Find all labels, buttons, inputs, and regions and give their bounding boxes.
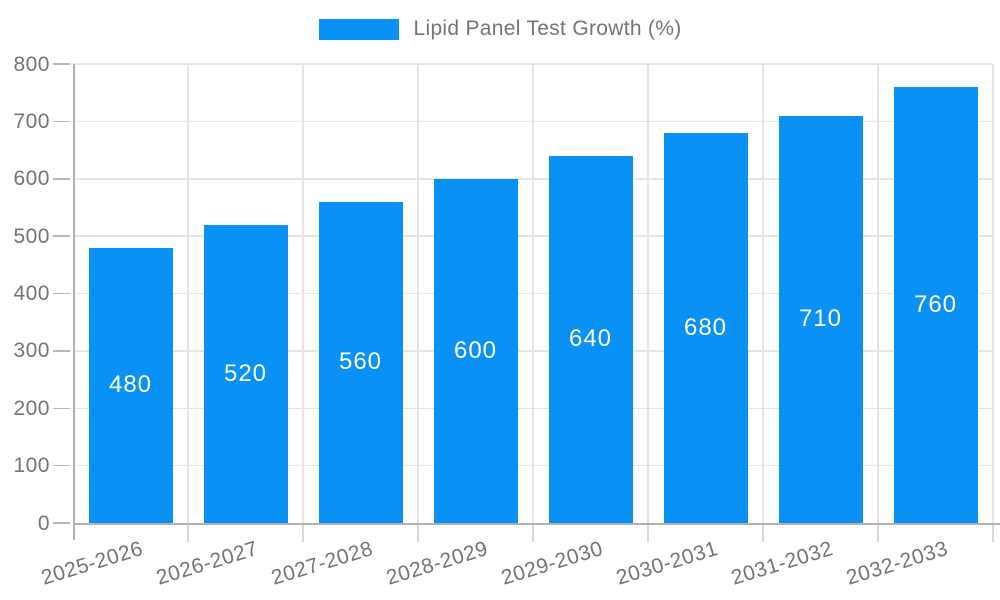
y-axis-tick <box>53 522 70 524</box>
bar-value-label: 710 <box>798 305 843 333</box>
y-axis-tick <box>53 464 70 467</box>
x-gridline <box>417 64 419 523</box>
x-gridline <box>532 64 534 523</box>
bar[interactable]: 760 <box>893 86 978 523</box>
y-axis-tick <box>53 178 70 180</box>
x-gridline <box>647 64 649 523</box>
y-axis-label: 300 <box>13 339 50 363</box>
y-axis-label: 0 <box>37 511 50 535</box>
legend-label: Lipid Panel Test Growth (%) <box>413 17 682 40</box>
x-axis-tick <box>532 525 534 542</box>
bar-value-label: 560 <box>338 348 383 376</box>
y-axis-label: 200 <box>13 396 50 420</box>
x-axis-tick <box>187 525 189 542</box>
bar[interactable]: 640 <box>548 155 633 523</box>
bar-value-label: 760 <box>913 290 958 318</box>
x-axis-tick <box>877 525 879 542</box>
y-axis-tick <box>53 350 70 352</box>
x-axis-tick <box>762 525 764 542</box>
x-gridline <box>877 64 879 523</box>
y-axis-tick <box>53 63 70 65</box>
y-axis-label: 700 <box>13 109 50 133</box>
y-axis-tick <box>53 120 70 123</box>
bar-value-label: 520 <box>223 359 268 387</box>
x-axis-tick <box>647 525 649 542</box>
bar[interactable]: 600 <box>433 178 518 523</box>
y-axis-label: 100 <box>13 454 50 478</box>
y-axis-line <box>73 64 75 540</box>
legend-item[interactable]: Lipid Panel Test Growth (%) <box>0 17 1000 41</box>
plot-area: 0 100 200 300 400 500 600 700 800 480 2025-2026 520… <box>13 54 1000 590</box>
x-gridline <box>762 64 764 523</box>
bar[interactable]: 680 <box>663 132 748 523</box>
y-axis-label: 600 <box>13 167 50 191</box>
bar[interactable]: 560 <box>318 201 403 523</box>
bar[interactable]: 480 <box>88 247 173 523</box>
y-axis-label: 400 <box>13 282 50 305</box>
y-axis-label: 800 <box>13 52 50 76</box>
x-gridline <box>992 64 994 523</box>
bar[interactable]: 710 <box>778 115 863 523</box>
y-axis-tick <box>53 407 70 409</box>
y-axis-tick <box>53 235 70 237</box>
x-axis-tick <box>302 525 304 542</box>
x-gridline <box>302 64 304 523</box>
bar-value-label: 600 <box>453 336 498 364</box>
x-axis-tick <box>417 525 419 542</box>
y-axis-tick <box>53 292 70 295</box>
bar-value-label: 640 <box>568 325 613 353</box>
x-gridline <box>187 64 189 523</box>
x-axis-tick <box>992 525 994 542</box>
x-axis-line <box>73 523 1000 525</box>
bar[interactable]: 520 <box>203 224 288 523</box>
legend-swatch <box>318 18 399 40</box>
bar-value-label: 680 <box>683 313 728 341</box>
bar-value-label: 480 <box>108 371 153 399</box>
y-axis-label: 500 <box>13 224 50 248</box>
